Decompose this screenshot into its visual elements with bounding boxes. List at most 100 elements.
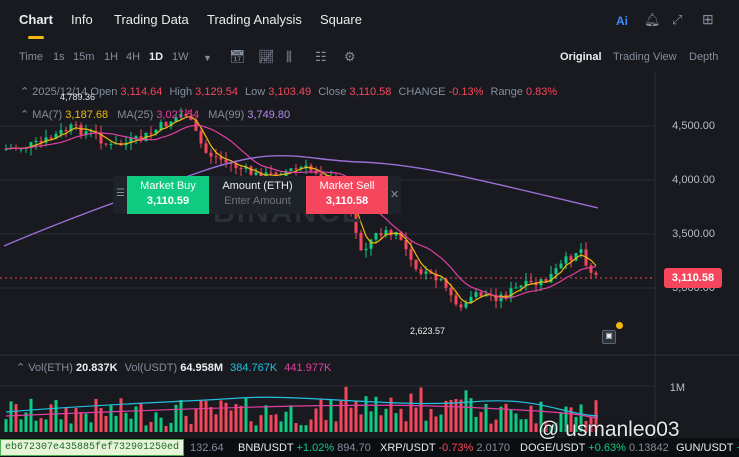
volume-bar [349,407,353,432]
candle-body [404,239,408,250]
ohlc-legend: ⌃ 2025/12/14 Open 3,114.64 High 3,129.54… [20,86,558,98]
collapse-icon[interactable]: ⌃ [20,86,30,98]
candle-body [89,130,93,132]
volume-bar [259,415,263,432]
volume-bar [159,417,163,432]
volume-bar [389,397,393,432]
interval-1d[interactable]: 1D [149,51,164,63]
interval-4h[interactable]: 4H [126,51,141,63]
volume-bar [489,423,493,432]
amount-box: Amount (ETH) [209,176,306,214]
view-trading-view[interactable]: Trading View [613,51,677,63]
interval-1h[interactable]: 1H [104,51,119,63]
volume-bar [34,420,38,432]
candle-body [214,156,218,158]
ohlc-high: 3,129.54 [195,86,238,98]
volume-bar [274,414,278,432]
candle-body [69,124,73,132]
volume-bar [419,387,423,432]
volume-bar [289,405,293,432]
interval-15m[interactable]: 15m [73,51,95,63]
volume-bar [9,401,13,432]
volume-bar [429,408,433,432]
volume-bar [454,399,458,432]
candle-body [54,133,58,139]
top-tab-bar: Chart Info Trading Data Trading Analysis… [0,0,739,40]
ticker-item-bnb[interactable]: BNB/USDT +1.02% 894.70 [238,442,371,454]
candlestick-chart[interactable] [0,72,739,438]
candle-body [224,159,228,163]
volume-bar [169,422,173,432]
volume-eth: 20.837K [75,362,118,374]
chart-widget-icon[interactable]: ▣ [602,330,616,344]
drag-handle-icon[interactable]: ☰ [116,188,125,199]
candle-body [289,168,293,171]
candle-body [304,165,308,168]
candle-body [449,287,453,296]
candle-body [364,248,368,251]
calendar-icon[interactable]: 📅︎ [229,49,246,64]
volume-bar [509,409,513,432]
volume-bar [384,408,388,432]
candle-body [184,113,188,117]
user-handle-overlay: @ usmanleo03 [538,418,680,441]
volume-bar [19,419,23,432]
volume-bar [229,410,233,432]
view-depth[interactable]: Depth [689,51,719,63]
market-sell-button[interactable]: Market Sell 3,110.58 [306,176,388,214]
interval-dropdown-icon[interactable]: ▼ [203,53,212,63]
volume-bar [214,414,218,432]
indicator-icon[interactable]: 📈︎ [258,49,275,64]
tab-trading-analysis[interactable]: Trading Analysis [207,12,302,27]
volume-ma1-line [5,396,599,417]
ma7-value: 3,187.68 [65,109,109,121]
candle-type-icon[interactable]: ⫼ [286,49,292,64]
candle-body [249,166,253,175]
bell-icon[interactable]: 🔔︎ [644,12,661,27]
tab-info[interactable]: Info [71,12,93,27]
candle-body [169,121,173,127]
view-original[interactable]: Original [560,51,602,63]
ai-icon[interactable]: Ai [616,14,628,28]
interval-1w[interactable]: 1W [172,51,189,63]
volume-bar [499,406,503,432]
candle-body [274,172,278,177]
gear-icon[interactable]: ⚙ [344,49,356,64]
tab-chart[interactable]: Chart [19,12,53,27]
volume-bar [529,405,533,432]
volume-bar [204,400,208,432]
collapse-icon[interactable]: ⌃ [20,109,30,121]
candle-body [359,232,363,251]
market-buy-button[interactable]: Market Buy 3,110.59 [127,176,209,214]
volume-bar [409,393,413,432]
candle-body [549,273,553,283]
amount-input[interactable] [209,192,306,207]
ma99-line [3,154,599,247]
grid-icon[interactable]: ⊞ [702,11,714,27]
candle-body [384,230,388,236]
volume-bar [354,400,358,432]
collapse-icon[interactable]: ⌃ [16,362,26,374]
low-annotation: 2,623.57 [410,326,446,336]
tab-trading-data[interactable]: Trading Data [114,12,189,27]
tab-square[interactable]: Square [320,12,362,27]
ticker-partial-value: 132.64 [190,442,224,454]
volume-bar [544,420,548,432]
volume-bar [209,407,213,432]
ticker-item-doge[interactable]: DOGE/USDT +0.63% 0.13842 [520,442,669,454]
ticker-item-xrp[interactable]: XRP/USDT -0.73% 2.0170 [380,442,511,454]
chart-settings-icon[interactable]: ☷ [315,49,327,64]
close-icon[interactable]: ✕ [390,189,400,201]
volume-bar [224,402,228,432]
volume-axis-label: 1M [669,382,685,394]
candle-body [44,137,48,143]
candle-body [524,280,528,286]
candle-body [84,131,88,136]
candle-body [454,295,458,305]
candle-body [149,132,153,134]
ticker-item-gun[interactable]: GUN/USDT + [676,442,739,454]
expand-icon[interactable]: ⤢ [672,12,683,27]
volume-bar [194,409,198,432]
volume-bar [374,396,378,432]
interval-1s[interactable]: 1s [53,51,65,63]
